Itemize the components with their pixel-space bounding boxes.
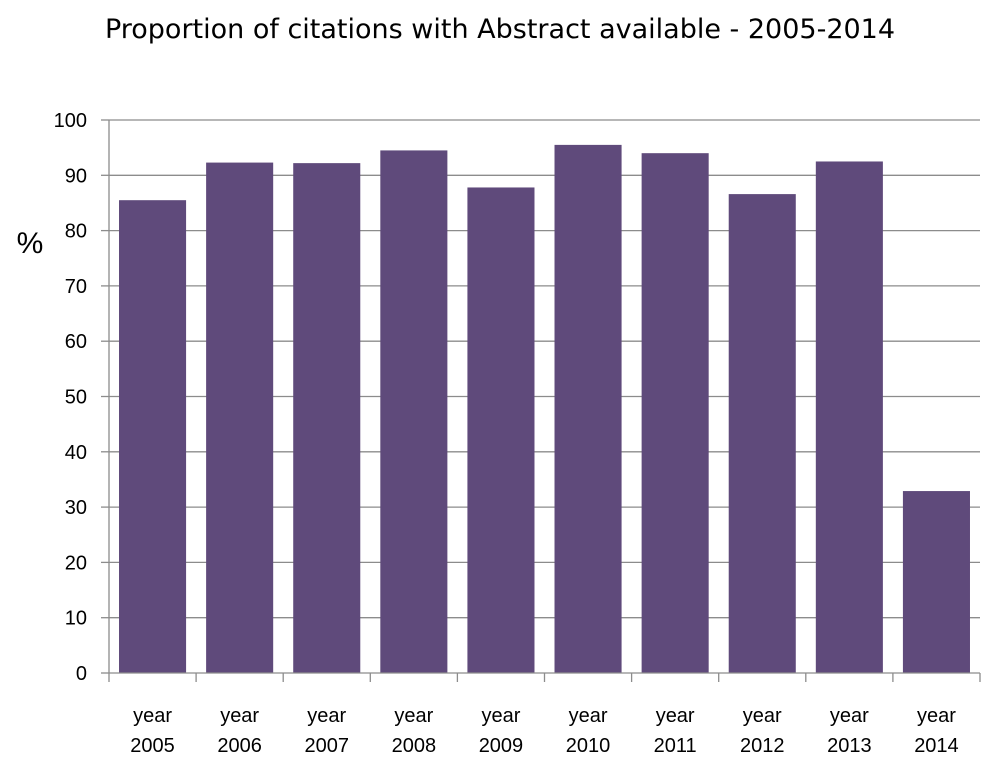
y-tick-label: 70 [65,276,87,298]
bar [728,194,796,674]
x-tick-label-line: 2012 [740,735,785,757]
x-tick-label-line: year [917,705,956,727]
x-tick-label-line: 2006 [217,735,262,757]
y-tick-label: 80 [65,221,87,243]
bar [902,491,970,673]
x-tick-label: year 2013 [827,705,872,757]
y-tick-label: 100 [54,110,87,132]
y-tick-label: 40 [65,442,87,464]
bar [815,161,883,673]
x-tick-label-line: year [656,705,695,727]
y-tick-label: 30 [65,497,87,519]
x-tick-label-line: 2009 [479,735,524,757]
x-tick-label-line: 2005 [130,735,175,757]
chart-title: Proportion of citations with Abstract av… [104,14,896,45]
bar [554,144,622,673]
y-tick-label: 0 [76,663,87,685]
bar [206,162,274,673]
x-tick-labels: year 2005 year 2006 year 2007 year 2008 year 2009… [130,705,958,757]
bars [119,144,970,674]
x-tick-label-line: 2011 [654,735,697,757]
y-tick-label: 20 [65,552,87,574]
x-tick-label: year 2008 [392,705,437,757]
x-tick-label-line: 2013 [827,735,872,757]
x-tick-label-line: 2008 [392,735,437,757]
x-tick-label: year 2011 [654,705,697,757]
bar [293,163,361,673]
x-tick-label-line: year [307,705,346,727]
y-axis-label: % [17,227,44,260]
x-tick-label-line: 2007 [305,735,350,757]
bar [119,200,187,673]
x-tick-label: year 2009 [479,705,524,757]
x-tick-label-line: 2014 [914,735,959,757]
bar [380,150,448,674]
x-tick-label-line: year [743,705,782,727]
bar [641,153,709,673]
x-tick-label: year 2006 [217,705,262,757]
x-tick-label-line: year [569,705,608,727]
x-tick-label-line: year [481,705,520,727]
x-tick-label-line: 2010 [566,735,611,757]
x-tick-label-line: year [133,705,172,727]
x-tick-label: year 2010 [566,705,611,757]
x-tick-label: year 2014 [914,705,959,757]
x-tick-label-line: year [220,705,259,727]
x-tick-label-line: year [394,705,433,727]
bar [467,187,535,673]
x-tick-label-line: year [830,705,869,727]
axes [101,119,981,682]
y-tick-label: 10 [65,608,87,630]
y-tick-label: 90 [65,165,87,187]
x-tick-label: year 2005 [130,705,175,757]
y-tick-label: 50 [65,387,87,409]
y-tick-labels: 0 10 20 30 40 50 60 70 80 90 100 [54,110,87,685]
x-tick-label: year 2007 [305,705,350,757]
x-tick-label: year 2012 [740,705,785,757]
y-tick-label: 60 [65,331,87,353]
